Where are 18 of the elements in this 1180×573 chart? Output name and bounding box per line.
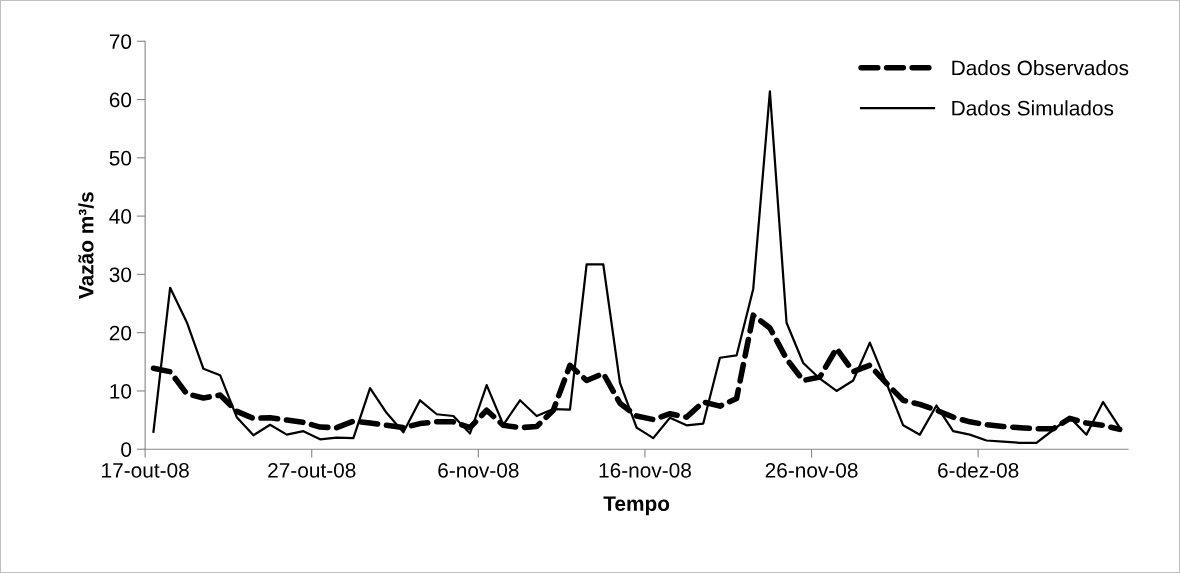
x-tick-label: 27-out-08 (268, 462, 356, 478)
x-tick-label: 6-dez-08 (938, 462, 1019, 478)
y-tick-label: 50 (109, 150, 132, 166)
y-tick-label: 0 (121, 442, 132, 457)
x-tick-label: 6-nov-08 (438, 462, 519, 478)
x-tick-label: 16-nov-08 (599, 462, 691, 478)
y-tick-label: 70 (109, 34, 132, 50)
x-tick-label: 26-nov-08 (765, 462, 858, 478)
legend-label: Dados Observados (952, 60, 1129, 76)
y-tick-label: 20 (109, 325, 132, 341)
y-axis-title: Vazão m³/s (78, 192, 94, 299)
y-tick-label: 40 (109, 209, 132, 224)
y-tick-label: 30 (109, 267, 132, 283)
y-tick-label: 60 (109, 92, 132, 108)
legend-label: Dados Simulados (952, 100, 1114, 116)
x-axis-title: Tempo (603, 496, 670, 516)
x-tick-label: 17-out-08 (102, 462, 189, 478)
y-tick-label: 10 (110, 383, 132, 399)
